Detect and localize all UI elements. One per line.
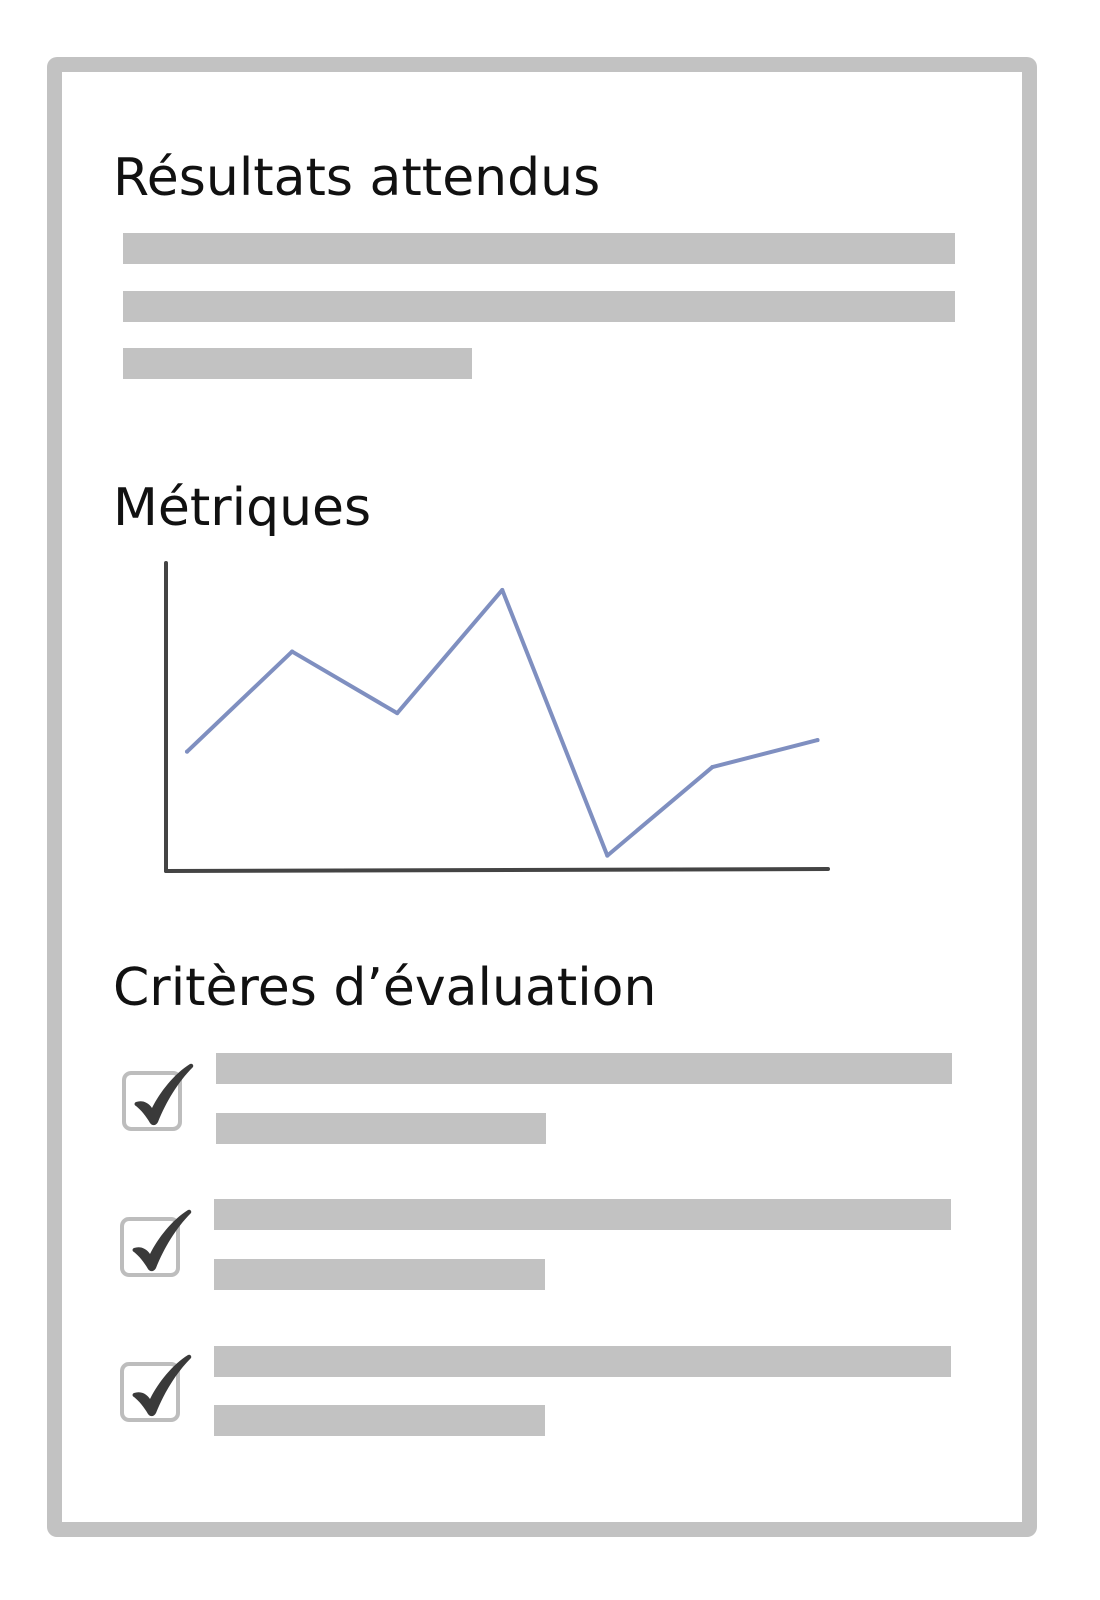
text-placeholder-line	[216, 1053, 952, 1084]
checkbox[interactable]	[120, 1217, 180, 1277]
text-placeholder-line	[214, 1199, 951, 1230]
metrics-heading: Métriques	[113, 478, 372, 538]
text-placeholder-line	[214, 1405, 545, 1436]
document-card	[47, 57, 1037, 1537]
text-placeholder-line	[214, 1259, 545, 1290]
text-placeholder-line	[216, 1113, 546, 1144]
text-placeholder-line	[123, 348, 472, 379]
text-placeholder-line	[214, 1346, 951, 1377]
expected-results-heading: Résultats attendus	[113, 148, 601, 208]
text-placeholder-line	[123, 233, 955, 264]
check-icon	[134, 1063, 194, 1126]
check-icon	[132, 1209, 192, 1272]
check-icon	[132, 1354, 192, 1417]
evaluation-criteria-heading: Critères d’évaluation	[113, 958, 657, 1018]
text-placeholder-line	[123, 291, 955, 322]
